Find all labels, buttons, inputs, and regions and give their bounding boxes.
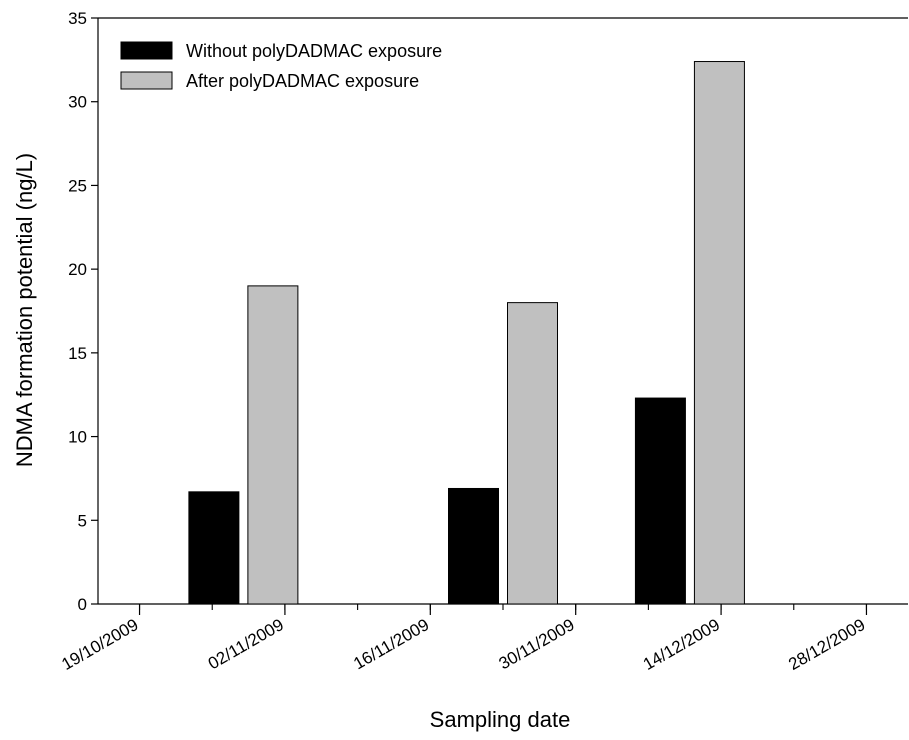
- legend-swatch: [121, 42, 172, 59]
- y-tick-label: 25: [68, 176, 87, 195]
- legend-swatch: [121, 72, 172, 89]
- y-tick-label: 15: [68, 344, 87, 363]
- y-tick-label: 0: [78, 595, 87, 614]
- x-tick-label: 28/12/2009: [785, 615, 868, 674]
- legend: Without polyDADMAC exposure After polyDAD…: [121, 41, 442, 91]
- x-axis: 19/10/2009 02/11/2009 16/11/2009 30/11/2009…: [58, 604, 868, 674]
- y-tick-label: 5: [78, 511, 87, 530]
- x-tick-label: 19/10/2009: [58, 615, 141, 674]
- legend-label: After polyDADMAC exposure: [186, 71, 419, 91]
- x-tick-label: 16/11/2009: [350, 615, 432, 673]
- x-axis-title: Sampling date: [430, 707, 571, 732]
- bar-without-exposure: [449, 488, 499, 604]
- bars: [189, 62, 745, 604]
- bar-without-exposure: [189, 492, 239, 604]
- x-tick-label: 14/12/2009: [640, 615, 723, 674]
- legend-label: Without polyDADMAC exposure: [186, 41, 442, 61]
- x-tick-label: 30/11/2009: [496, 615, 578, 673]
- y-tick-label: 10: [68, 428, 87, 447]
- x-tick-label: 02/11/2009: [205, 615, 287, 673]
- bar-after-exposure: [508, 303, 558, 604]
- y-axis-title: NDMA formation potential (ng/L): [12, 153, 37, 467]
- bar-without-exposure: [635, 398, 685, 604]
- bar-after-exposure: [248, 286, 298, 604]
- y-tick-label: 30: [68, 93, 87, 112]
- bar-after-exposure: [694, 62, 744, 604]
- y-tick-label: 35: [68, 9, 87, 28]
- y-axis: 0 5 10 15 20 25 30 35: [68, 9, 98, 614]
- y-tick-label: 20: [68, 260, 87, 279]
